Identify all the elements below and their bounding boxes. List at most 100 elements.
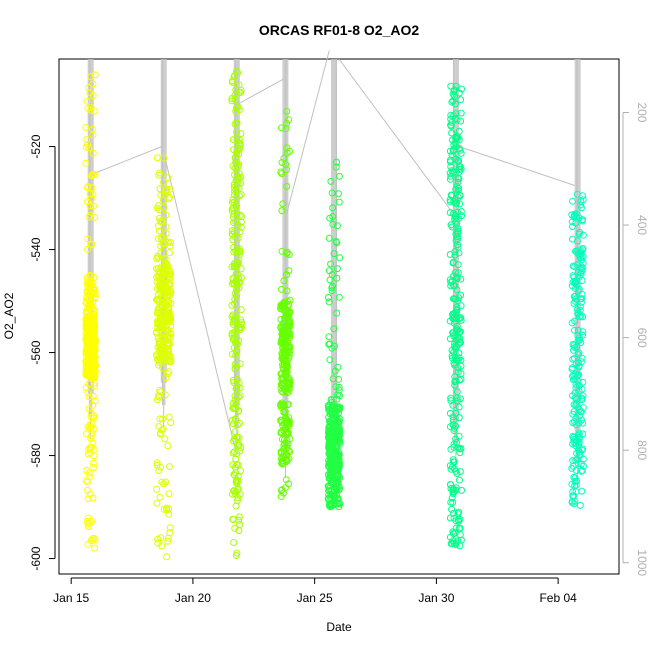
data-point xyxy=(457,275,465,283)
data-point xyxy=(231,428,239,436)
data-point xyxy=(579,430,587,438)
data-point xyxy=(330,491,338,499)
data-point xyxy=(231,171,238,179)
data-point xyxy=(156,185,164,193)
data-point xyxy=(456,146,464,154)
data-point xyxy=(457,302,465,310)
data-point xyxy=(87,537,95,545)
data-point xyxy=(452,377,460,385)
data-point xyxy=(449,97,457,105)
data-point xyxy=(326,340,334,348)
data-point xyxy=(83,135,91,143)
data-point xyxy=(278,159,286,166)
data-point xyxy=(333,158,340,166)
data-point xyxy=(91,294,99,302)
data-point xyxy=(331,367,339,375)
data-point xyxy=(450,210,457,218)
data-point xyxy=(579,328,587,336)
data-point xyxy=(278,330,286,338)
data-point xyxy=(234,249,242,257)
data-point xyxy=(232,218,240,226)
data-point xyxy=(279,200,287,208)
data-point xyxy=(91,287,99,294)
data-point xyxy=(155,361,163,369)
data-point xyxy=(457,109,465,117)
data-point xyxy=(574,247,581,255)
data-point xyxy=(155,467,163,475)
data-point xyxy=(89,459,97,467)
data-point xyxy=(568,464,576,472)
data-point xyxy=(163,553,171,561)
data-point xyxy=(452,143,460,151)
data-point xyxy=(325,487,333,495)
y2-tick-label: 200 xyxy=(635,102,649,122)
data-point xyxy=(568,218,576,226)
data-point xyxy=(231,392,239,400)
data-point xyxy=(325,333,333,341)
data-point xyxy=(576,451,584,459)
track-transit-line xyxy=(91,145,163,175)
data-point xyxy=(454,178,462,186)
data-point xyxy=(332,163,340,171)
data-point xyxy=(448,129,456,137)
data-point xyxy=(166,249,174,257)
data-point xyxy=(89,170,97,178)
data-point xyxy=(235,284,243,292)
data-point xyxy=(451,251,459,259)
data-point xyxy=(89,149,97,157)
data-point xyxy=(331,410,339,418)
data-point xyxy=(232,316,240,324)
data-point xyxy=(333,239,341,247)
data-point xyxy=(449,315,457,322)
data-point xyxy=(89,80,97,88)
data-point xyxy=(573,343,580,351)
data-point xyxy=(446,196,454,204)
data-point xyxy=(91,536,99,544)
data-point xyxy=(450,424,458,432)
y2-tick-label: 800 xyxy=(635,440,649,460)
data-point xyxy=(230,336,238,344)
data-point xyxy=(452,435,460,443)
data-point xyxy=(330,402,337,410)
data-point xyxy=(86,449,94,457)
data-point xyxy=(85,84,92,92)
y-tick-label: -580 xyxy=(29,443,43,467)
data-point xyxy=(332,485,340,493)
data-point xyxy=(91,71,99,79)
data-point xyxy=(228,313,236,321)
x-tick-label: Jan 30 xyxy=(418,591,454,605)
data-point xyxy=(328,409,336,417)
data-point xyxy=(162,374,170,382)
data-point xyxy=(278,486,286,494)
data-point xyxy=(572,456,580,464)
data-point xyxy=(167,239,175,246)
data-point xyxy=(228,97,236,105)
data-point xyxy=(329,430,337,438)
data-point xyxy=(158,478,166,486)
data-point xyxy=(166,524,174,532)
data-point xyxy=(87,73,95,81)
data-point xyxy=(228,227,236,235)
data-point xyxy=(85,445,93,453)
data-point xyxy=(457,149,465,157)
data-point xyxy=(572,213,580,221)
data-point xyxy=(453,220,461,228)
data-point xyxy=(333,274,341,282)
data-point xyxy=(89,359,97,367)
data-point xyxy=(283,107,291,115)
data-point xyxy=(232,478,240,486)
data-point xyxy=(569,457,577,465)
data-point xyxy=(166,286,174,294)
data-point xyxy=(451,155,459,163)
data-point xyxy=(160,505,168,513)
data-point xyxy=(447,394,455,402)
data-point xyxy=(574,287,582,295)
data-point xyxy=(237,306,245,314)
x-axis: Jan 15 Jan 20 Jan 25 Jan 30 Feb 04 xyxy=(53,577,577,605)
data-point xyxy=(229,516,237,524)
data-point xyxy=(457,314,465,322)
data-point xyxy=(91,347,99,355)
data-point xyxy=(278,399,286,407)
data-point xyxy=(85,469,93,477)
data-point xyxy=(284,400,292,408)
